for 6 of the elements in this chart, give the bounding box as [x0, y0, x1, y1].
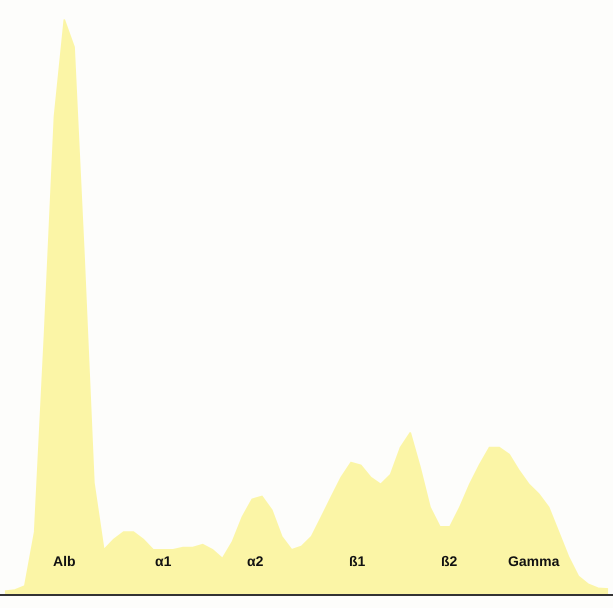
annotation: Gamma	[508, 553, 560, 569]
annotation: Alb	[53, 553, 76, 569]
annotation: α2	[247, 553, 264, 569]
annotation: α1	[155, 553, 172, 569]
annotation: ß1	[349, 553, 366, 569]
annotation: ß2	[441, 553, 458, 569]
